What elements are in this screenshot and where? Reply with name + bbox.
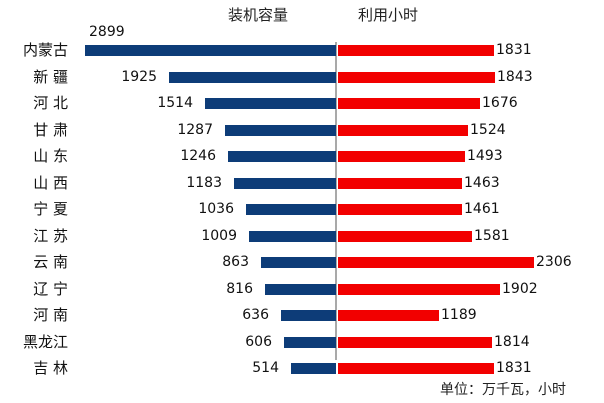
hours-bar bbox=[338, 71, 495, 83]
category-label: 山 西 bbox=[33, 173, 68, 192]
hours-value: 1461 bbox=[464, 201, 500, 217]
hours-value: 1902 bbox=[502, 280, 538, 297]
hours-bar bbox=[338, 177, 462, 189]
chart-row: 吉 林 514 1831 bbox=[0, 358, 604, 384]
hours-bar bbox=[338, 230, 472, 242]
category-label: 内蒙古 bbox=[22, 41, 68, 59]
chart-row: 宁 夏 1036 1461 bbox=[0, 199, 604, 225]
capacity-value: 606 bbox=[245, 333, 272, 350]
capacity-value: 816 bbox=[226, 280, 253, 297]
chart-row: 内蒙古 2899 1831 bbox=[0, 24, 604, 66]
chart-row: 河 南 636 1189 bbox=[0, 305, 604, 331]
hours-bar bbox=[338, 283, 500, 295]
capacity-bar bbox=[85, 45, 336, 56]
capacity-value: 1183 bbox=[186, 174, 222, 191]
capacity-bar bbox=[261, 257, 336, 268]
chart-row: 新 疆 1925 1843 bbox=[0, 67, 604, 93]
capacity-value: 2899 bbox=[89, 24, 125, 40]
category-label: 新 疆 bbox=[33, 67, 68, 86]
capacity-bar bbox=[169, 71, 336, 83]
capacity-value: 514 bbox=[252, 360, 279, 376]
category-label: 河 北 bbox=[33, 94, 68, 112]
capacity-bar bbox=[205, 98, 336, 109]
hours-value: 1814 bbox=[494, 333, 530, 350]
capacity-value: 863 bbox=[222, 254, 249, 270]
capacity-bar bbox=[265, 283, 336, 295]
category-label: 吉 林 bbox=[33, 359, 68, 377]
hours-value: 1524 bbox=[470, 121, 506, 138]
hours-bar bbox=[338, 45, 494, 56]
category-label: 宁 夏 bbox=[33, 200, 68, 218]
category-label: 甘 肃 bbox=[33, 120, 68, 139]
hours-value: 1831 bbox=[496, 360, 532, 376]
hours-value: 1581 bbox=[474, 227, 510, 244]
capacity-bar bbox=[249, 230, 336, 242]
category-label: 云 南 bbox=[33, 253, 68, 271]
capacity-value: 1009 bbox=[201, 227, 237, 244]
capacity-value: 636 bbox=[242, 307, 269, 323]
chart-row: 黑龙江 606 1814 bbox=[0, 332, 604, 358]
hours-value: 1493 bbox=[467, 148, 503, 164]
chart-row: 甘 肃 1287 1524 bbox=[0, 120, 604, 146]
hours-bar bbox=[338, 336, 492, 348]
capacity-bar bbox=[284, 336, 336, 348]
capacity-value: 1925 bbox=[121, 68, 157, 85]
category-label: 江 苏 bbox=[33, 226, 68, 245]
hours-value: 1463 bbox=[464, 174, 500, 191]
chart-row: 辽 宁 816 1902 bbox=[0, 279, 604, 305]
capacity-bar bbox=[228, 151, 336, 162]
capacity-bar bbox=[234, 177, 336, 189]
capacity-value: 1246 bbox=[180, 148, 216, 164]
hours-value: 1843 bbox=[497, 68, 533, 85]
category-label: 黑龙江 bbox=[22, 332, 68, 351]
category-label: 河 南 bbox=[33, 306, 68, 324]
hours-value: 2306 bbox=[536, 254, 572, 270]
series-label-hours: 利用小时 bbox=[358, 6, 419, 24]
chart-row: 江 苏 1009 1581 bbox=[0, 226, 604, 252]
unit-annotation: 单位：万千瓦，小时 bbox=[440, 382, 566, 398]
capacity-bar bbox=[291, 363, 336, 374]
chart-row: 山 西 1183 1463 bbox=[0, 173, 604, 199]
chart-row: 河 北 1514 1676 bbox=[0, 93, 604, 119]
capacity-bar bbox=[281, 310, 336, 321]
chart-row: 云 南 863 2306 bbox=[0, 252, 604, 278]
hours-bar bbox=[338, 204, 462, 215]
hours-bar bbox=[338, 151, 465, 162]
hours-bar bbox=[338, 310, 439, 321]
category-label: 辽 宁 bbox=[33, 279, 68, 298]
capacity-value: 1514 bbox=[157, 95, 193, 111]
hours-value: 1831 bbox=[496, 42, 532, 58]
hours-value: 1189 bbox=[441, 307, 477, 323]
center-axis bbox=[335, 42, 337, 360]
category-label: 山 东 bbox=[33, 147, 68, 165]
hours-value: 1676 bbox=[482, 95, 518, 111]
hours-bar bbox=[338, 257, 534, 268]
capacity-bar bbox=[246, 204, 336, 215]
capacity-bar bbox=[225, 124, 336, 136]
series-label-capacity: 装机容量 bbox=[228, 6, 289, 24]
hours-bar bbox=[338, 98, 480, 109]
chart-row: 山 东 1246 1493 bbox=[0, 146, 604, 172]
capacity-value: 1036 bbox=[198, 201, 234, 217]
capacity-value: 1287 bbox=[177, 121, 213, 138]
hours-bar bbox=[338, 363, 494, 374]
hours-bar bbox=[338, 124, 468, 136]
